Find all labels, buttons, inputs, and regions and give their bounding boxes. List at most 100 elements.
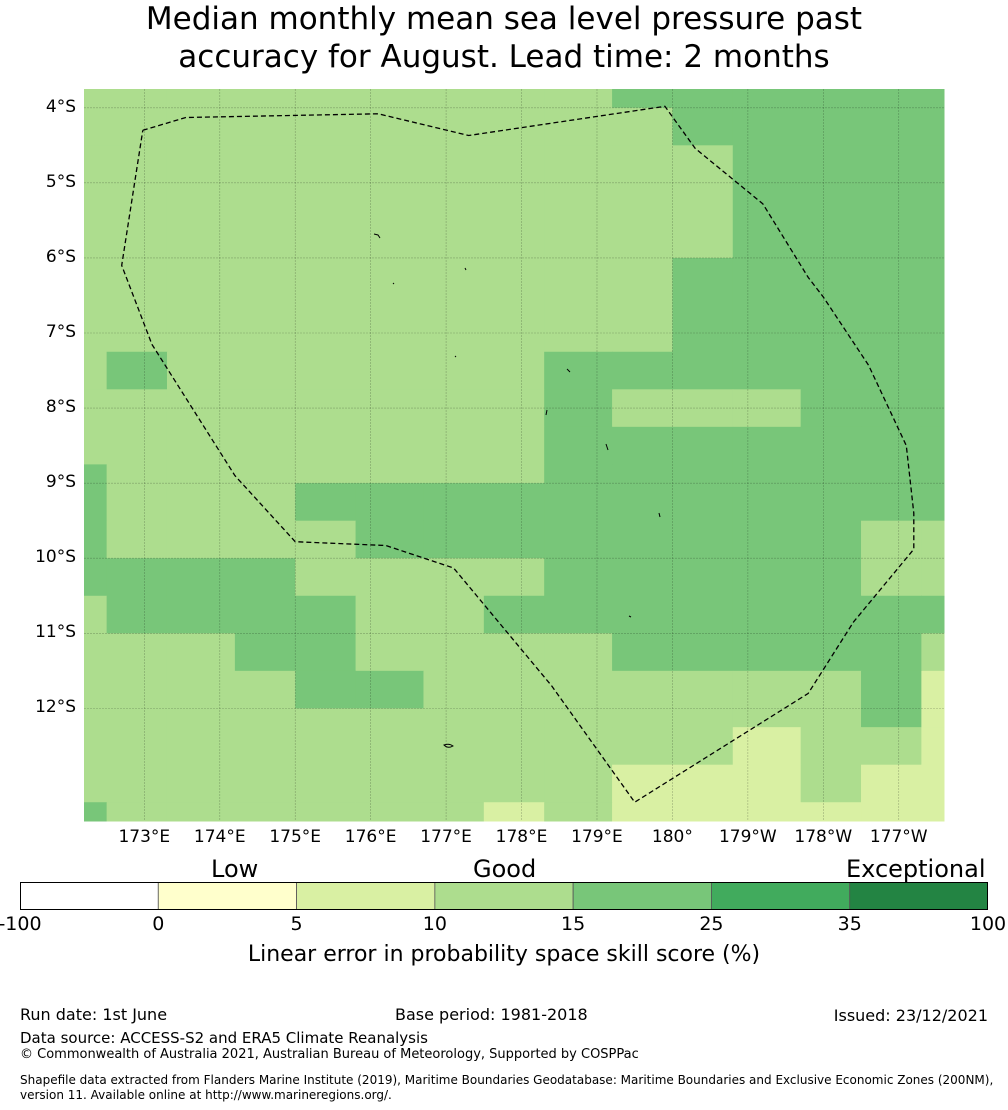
skill-cell xyxy=(800,464,862,484)
skill-cell xyxy=(612,145,673,259)
skill-cell xyxy=(234,558,296,597)
skill-cell xyxy=(544,89,613,109)
skill-cell xyxy=(800,764,862,803)
skill-cell xyxy=(423,764,485,803)
skill-cell xyxy=(295,802,357,822)
skill-cell xyxy=(800,708,862,728)
skill-cell xyxy=(166,257,236,353)
skill-cell xyxy=(544,107,613,146)
skill-cell xyxy=(295,89,357,109)
skill-cell xyxy=(612,89,673,109)
skill-cell xyxy=(483,708,545,728)
skill-cell xyxy=(483,89,545,109)
skill-cell xyxy=(861,670,922,709)
skill-cell xyxy=(234,351,296,390)
skill-cell xyxy=(106,670,168,709)
skill-cell xyxy=(84,764,108,803)
skill-cell xyxy=(672,257,734,353)
shapefile-credit-line-1: Shapefile data extracted from Flanders M… xyxy=(20,1073,994,1087)
skill-cell xyxy=(166,483,236,522)
island-outline xyxy=(443,743,454,748)
skill-cell xyxy=(106,802,168,822)
skill-cell xyxy=(921,670,945,709)
skill-cell xyxy=(166,558,236,597)
colorbar-segment xyxy=(849,882,988,910)
skill-cell xyxy=(483,464,545,484)
skill-cell xyxy=(423,802,485,822)
skill-cell xyxy=(355,257,424,353)
skill-cell xyxy=(355,670,424,709)
skill-cell xyxy=(483,595,545,634)
skill-cell xyxy=(800,520,862,559)
skill-cell xyxy=(672,89,734,109)
skill-cell xyxy=(423,107,485,146)
skill-cell xyxy=(612,802,673,822)
skill-cell xyxy=(106,351,168,390)
skill-cell xyxy=(800,107,862,146)
island-coastlines xyxy=(373,233,661,748)
skill-cell xyxy=(355,708,424,728)
skill-cell xyxy=(295,145,357,259)
skill-cell xyxy=(861,802,922,822)
skill-cell xyxy=(84,464,108,484)
skill-cell xyxy=(106,389,168,428)
skill-cell xyxy=(672,107,734,146)
run-date: Run date: 1st June xyxy=(20,1005,168,1024)
skill-cell xyxy=(612,426,673,465)
skill-cell xyxy=(861,708,922,728)
skill-cell xyxy=(544,595,613,634)
skill-cell xyxy=(295,107,357,146)
skill-cell xyxy=(732,257,802,353)
skill-cell xyxy=(672,464,734,484)
skill-cell xyxy=(106,464,168,484)
skill-cell xyxy=(84,483,108,522)
latitude-tick-label: 4°S xyxy=(45,96,76,117)
skill-cell xyxy=(483,426,545,465)
skill-cell xyxy=(483,145,545,259)
skill-cell xyxy=(423,633,485,672)
data-source: Data source: ACCESS-S2 and ERA5 Climate … xyxy=(20,1029,428,1047)
island-outline xyxy=(658,512,661,518)
skill-cell xyxy=(732,708,802,728)
colorbar-tick-label: 100 xyxy=(969,913,1007,935)
skill-cell xyxy=(166,107,236,146)
latitude-tick-label: 9°S xyxy=(45,472,76,493)
skill-cell xyxy=(234,389,296,428)
eez-boundary-line xyxy=(121,105,915,804)
skill-cell xyxy=(800,89,862,109)
skill-cell xyxy=(483,483,545,522)
latitude-tick-label: 5°S xyxy=(45,171,76,192)
skill-cell xyxy=(732,464,802,484)
skill-cell xyxy=(544,708,613,728)
skill-cell xyxy=(921,483,945,522)
skill-cell xyxy=(800,351,862,390)
island-outline xyxy=(605,443,609,451)
longitude-tick-label: 179°E xyxy=(571,827,623,847)
skill-cell xyxy=(544,257,613,353)
skill-cell xyxy=(921,389,945,428)
colorbar-segment xyxy=(711,882,851,910)
skill-score-map xyxy=(84,89,945,822)
island-outline xyxy=(392,282,395,285)
skill-cell xyxy=(672,520,734,559)
latitude-tick-label: 6°S xyxy=(45,246,76,267)
skill-cell xyxy=(483,107,545,146)
skill-cell xyxy=(672,727,734,766)
skill-cell xyxy=(234,426,296,465)
skill-cell xyxy=(544,426,613,465)
skill-cell xyxy=(84,670,108,709)
category-label-good: Good xyxy=(473,855,537,883)
skill-cell xyxy=(84,351,108,390)
colorbar-segment xyxy=(157,882,297,910)
skill-cell xyxy=(423,464,485,484)
skill-cell xyxy=(861,764,922,803)
skill-cell xyxy=(166,351,236,390)
skill-cell xyxy=(295,351,357,390)
skill-cell xyxy=(544,633,613,672)
colorbar-tick-label: 5 xyxy=(290,913,303,935)
skill-cell xyxy=(921,107,945,146)
skill-cell xyxy=(84,389,108,428)
colorbar-segment xyxy=(296,882,436,910)
skill-cell xyxy=(166,708,236,728)
map-gridlines xyxy=(84,89,944,821)
